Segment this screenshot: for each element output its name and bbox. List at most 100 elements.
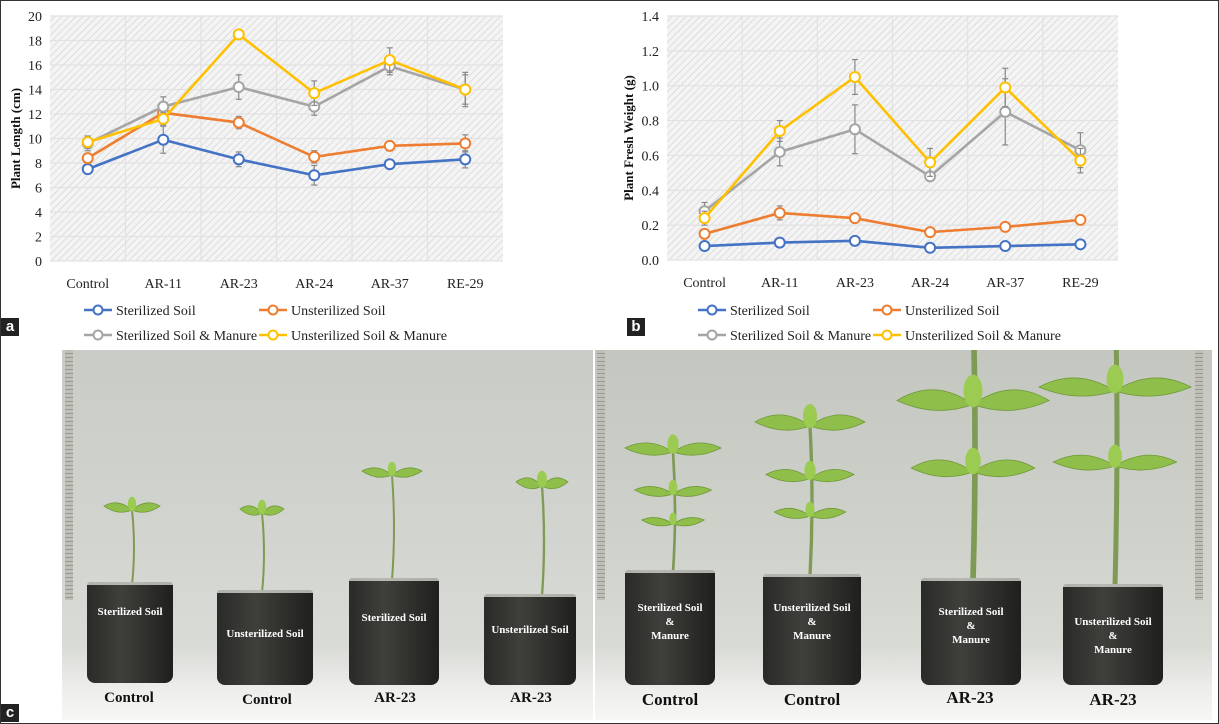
pot-text-line: & xyxy=(1108,630,1118,642)
leaf xyxy=(1106,364,1124,394)
pot-text-line: Manure xyxy=(651,630,689,642)
series-unsterilized-soil-manure xyxy=(698,58,1087,226)
data-point xyxy=(848,212,861,225)
series-line xyxy=(87,138,466,177)
pot-label: AR-23 xyxy=(1089,690,1137,709)
pot-label: AR-23 xyxy=(374,690,416,706)
pot-text-line: Sterilized Soil xyxy=(637,602,703,614)
panel-label-b: b xyxy=(627,318,645,336)
series-line xyxy=(87,64,466,145)
leaf xyxy=(963,374,983,408)
ruler xyxy=(65,350,73,600)
data-point xyxy=(999,240,1012,253)
series-sterilized-soil xyxy=(698,234,1087,254)
y-tick-label: 0.2 xyxy=(642,219,660,234)
data-point xyxy=(459,153,472,166)
pot: Unsterilized Soil xyxy=(217,590,313,685)
y-tick-label: 1.2 xyxy=(642,45,660,60)
pot-text: Unsterilized Soil xyxy=(226,628,304,640)
data-point xyxy=(773,206,786,219)
data-point xyxy=(924,241,937,254)
seedling xyxy=(103,496,161,586)
data-point xyxy=(232,153,245,166)
data-point xyxy=(383,158,396,171)
leaf xyxy=(805,501,815,518)
series-line xyxy=(704,239,1081,250)
leaf xyxy=(1038,377,1116,397)
photo-right-panel: Sterilized Soil & Manure Unsterilized So… xyxy=(595,350,1212,720)
data-point xyxy=(232,81,245,94)
stem xyxy=(391,474,395,581)
data-point xyxy=(308,169,321,182)
series-unsterilized-soil xyxy=(81,106,472,165)
legend-marker xyxy=(92,304,104,316)
y-tick-label: 12 xyxy=(28,108,42,123)
data-point xyxy=(157,112,170,125)
pot-label: Control xyxy=(641,690,699,709)
leaf xyxy=(803,404,817,428)
leaf xyxy=(239,505,263,516)
data-point xyxy=(459,137,472,150)
leaf xyxy=(633,486,674,497)
leaf xyxy=(261,505,285,516)
leaf xyxy=(965,447,981,475)
seedling xyxy=(515,470,569,597)
ruler xyxy=(1195,350,1203,600)
data-point xyxy=(1074,213,1087,226)
y-tick-label: 0 xyxy=(35,255,42,270)
data-point xyxy=(81,136,94,149)
pot-label: AR-23 xyxy=(510,690,552,706)
y-tick-label: 14 xyxy=(28,84,42,99)
y-tick-label: 4 xyxy=(35,206,42,221)
data-point xyxy=(1074,238,1087,251)
data-point xyxy=(383,139,396,152)
leaf xyxy=(972,389,1050,411)
data-point xyxy=(999,81,1012,94)
leaf xyxy=(391,467,423,478)
pot-text-line: Manure xyxy=(1094,644,1132,656)
leaf xyxy=(910,459,974,478)
y-tick-label: 0.0 xyxy=(642,254,660,269)
leaf xyxy=(257,499,267,515)
seedling xyxy=(896,350,1050,581)
seedling xyxy=(361,461,423,581)
leaf xyxy=(1052,454,1116,471)
series-line xyxy=(703,110,1082,213)
leaf xyxy=(754,414,811,431)
data-point xyxy=(773,236,786,249)
data-point xyxy=(924,156,937,169)
series-unsterilized-soil xyxy=(698,205,1087,240)
leaf xyxy=(1114,377,1192,397)
series-unsterilized-soil-manure xyxy=(81,28,472,149)
ruler xyxy=(597,350,605,600)
data-point xyxy=(773,125,786,138)
pot-text: Unsterilized Soil xyxy=(491,624,569,636)
pot: Unsterilized Soil & Manure xyxy=(1063,584,1163,685)
pot-text: Unsterilized Soil & Manure xyxy=(763,601,861,643)
series-line xyxy=(703,75,1082,220)
pot-text-line: Unsterilized Soil xyxy=(773,602,851,614)
leaf xyxy=(672,517,706,527)
data-point xyxy=(848,234,861,247)
data-point xyxy=(81,152,94,165)
leaf xyxy=(668,479,678,496)
pot: Unsterilized Soil & Manure xyxy=(763,574,861,685)
x-tick-label: Control xyxy=(683,276,726,291)
stem xyxy=(808,425,814,577)
leaf xyxy=(1114,454,1178,471)
y-tick-label: 0.4 xyxy=(642,184,660,199)
leaf xyxy=(667,434,679,454)
seedlings-right xyxy=(624,350,1192,587)
x-tick-label: AR-11 xyxy=(761,276,799,291)
leaf xyxy=(127,496,137,512)
leaf xyxy=(809,469,855,483)
pot: Sterilized Soil xyxy=(349,578,439,685)
pot-text-line: Manure xyxy=(952,634,990,646)
data-point xyxy=(773,145,786,158)
series-line xyxy=(704,211,1081,236)
pot-text: Sterilized Soil & Manure xyxy=(921,605,1021,647)
legend-marker xyxy=(267,329,279,341)
legend-label: Sterilized Soil & Manure xyxy=(730,329,871,344)
data-point xyxy=(81,163,94,176)
pot-text-line: & xyxy=(665,616,675,628)
